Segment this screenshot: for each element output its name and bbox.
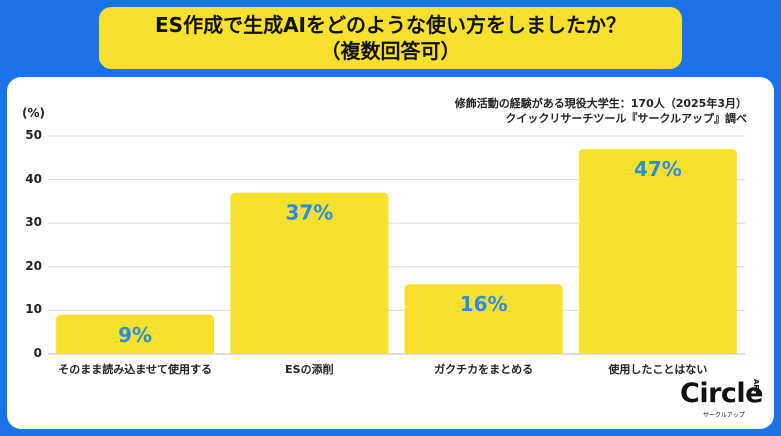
- bar-value-label: 47%: [634, 157, 682, 181]
- bar: [578, 149, 737, 354]
- bar: [404, 284, 563, 354]
- bar-value-label: 16%: [460, 292, 508, 316]
- y-tick-label: 20: [25, 258, 42, 273]
- logo-subtext: サークルアップ: [703, 412, 745, 419]
- y-tick-label: 40: [25, 171, 42, 186]
- logo-app-mark: APP: [752, 379, 760, 395]
- bar: [230, 192, 389, 354]
- y-axis-unit: (%): [22, 106, 45, 120]
- source-line-1: 修飾活動の経験がある現役大学生：170人（2025年3月）: [454, 97, 747, 110]
- chart-title: ES作成で生成AIをどのような使い方をしましたか？: [155, 13, 626, 37]
- value-labels: 9% 37% 16% 47%: [118, 157, 682, 347]
- source-note: 修飾活動の経験がある現役大学生：170人（2025年3月） クイックリサーチツー…: [455, 96, 747, 126]
- x-category-label: ESの添削: [285, 363, 334, 376]
- circle-app-logo: Circle: [680, 378, 763, 409]
- bars: [56, 149, 737, 354]
- x-category-label: ガクチカをまとめる: [434, 363, 534, 376]
- y-tick-label: 30: [25, 215, 42, 230]
- chart-subtitle: （複数回答可）: [320, 39, 461, 63]
- bar-value-label: 9%: [118, 323, 152, 347]
- x-category-label: そのまま読み込ませて使用する: [58, 363, 212, 376]
- y-tick-label: 0: [33, 346, 42, 360]
- bar: [56, 314, 215, 354]
- y-tick-label: 10: [25, 302, 42, 317]
- bar-value-label: 37%: [285, 201, 333, 225]
- title-banner: ES作成で生成AIをどのような使い方をしましたか？ （複数回答可）: [99, 7, 682, 69]
- x-category-label: 使用したことはない: [608, 363, 708, 376]
- y-tick-label: 50: [25, 128, 42, 142]
- source-line-2: クイックリサーチツール『サークルアップ』調べ: [505, 112, 747, 125]
